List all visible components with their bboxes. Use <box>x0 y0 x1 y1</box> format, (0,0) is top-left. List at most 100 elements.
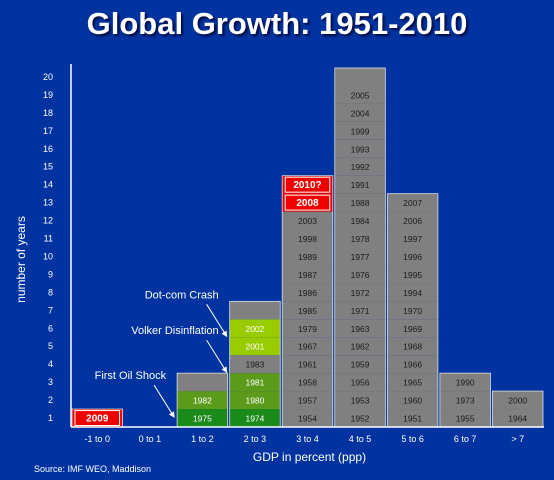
year-label: 1978 <box>351 234 370 244</box>
annotation-label: Volker Disinflation <box>131 325 218 337</box>
bar-segment <box>334 265 386 284</box>
x-tick-label: 6 to 7 <box>454 434 477 444</box>
year-label: 1990 <box>456 378 475 388</box>
bar-segment <box>387 229 438 248</box>
bar-segment <box>282 319 333 338</box>
bar-segment <box>492 409 543 427</box>
bar-segment <box>229 409 281 427</box>
x-tick-label: 0 to 1 <box>139 434 162 444</box>
y-tick-label: 19 <box>43 90 53 100</box>
year-label: 2006 <box>403 216 422 226</box>
x-tick-label: 5 to 6 <box>401 434 424 444</box>
bar-segment <box>334 391 386 410</box>
x-tick-label: 1 to 2 <box>191 434 214 444</box>
year-label: 2001 <box>245 342 264 352</box>
bar-segment <box>282 229 333 248</box>
annotation-label: Dot-com Crash <box>145 289 219 301</box>
year-label: 1973 <box>456 396 475 406</box>
year-label: 1977 <box>351 252 370 262</box>
bar-segment <box>282 265 333 284</box>
bar-segment <box>229 373 281 392</box>
bar-segment <box>229 301 281 320</box>
bar-segment <box>387 355 438 374</box>
x-tick-label: > 7 <box>511 434 524 444</box>
year-label: 1953 <box>351 396 370 406</box>
year-label: 1988 <box>351 198 370 208</box>
year-label: 1993 <box>351 144 370 154</box>
y-tick-label: 9 <box>48 269 53 279</box>
bar-segment <box>334 211 386 230</box>
y-tick-label: 10 <box>43 251 53 261</box>
year-label: 1972 <box>351 288 370 298</box>
bar-segment <box>282 211 333 230</box>
y-tick-label: 17 <box>43 126 53 136</box>
year-label: 1960 <box>403 396 422 406</box>
year-label: 2004 <box>351 108 370 118</box>
year-label: 1962 <box>351 342 370 352</box>
bar-segment <box>334 301 386 320</box>
bar-segment <box>229 337 281 356</box>
bar-segment <box>282 373 333 392</box>
bar-segment <box>334 103 386 122</box>
year-label: 1968 <box>403 342 422 352</box>
year-label: 1956 <box>351 378 370 388</box>
bar-segment <box>387 319 438 338</box>
bar-segment <box>334 229 386 248</box>
year-label: 2000 <box>508 396 527 406</box>
y-tick-label: 8 <box>48 287 53 297</box>
bar-segment <box>387 373 438 392</box>
bar-segment <box>334 157 386 176</box>
bar-segment <box>334 373 386 392</box>
year-label: 1967 <box>298 342 317 352</box>
bar-segment <box>282 193 333 212</box>
bar-segment <box>334 283 386 302</box>
year-label: 1976 <box>351 270 370 280</box>
year-label: 1989 <box>298 252 317 262</box>
year-label: 1999 <box>351 126 370 136</box>
bar-segment <box>334 193 386 212</box>
bar-segment <box>334 85 386 104</box>
bar-segment <box>387 409 438 427</box>
y-tick-label: 18 <box>43 108 53 118</box>
annotation-arrow <box>206 339 228 374</box>
year-label: 1952 <box>351 414 370 424</box>
year-label: 1971 <box>351 306 370 316</box>
y-tick-label: 20 <box>43 72 53 82</box>
year-label: 1986 <box>298 288 317 298</box>
bar-segment <box>439 373 491 392</box>
year-label: 1998 <box>298 234 317 244</box>
bar-segment <box>334 247 386 266</box>
y-tick-label: 1 <box>48 413 53 423</box>
bar-segment <box>439 409 491 427</box>
bar-segment <box>387 301 438 320</box>
y-axis-title: number of years <box>14 216 28 303</box>
bar-segment <box>387 283 438 302</box>
y-tick-label: 3 <box>48 377 53 387</box>
bar-segment <box>387 247 438 266</box>
bar-segment <box>282 355 333 374</box>
bar-segment <box>387 265 438 284</box>
y-tick-label: 5 <box>48 341 53 351</box>
x-tick-label: 2 to 3 <box>244 434 267 444</box>
bar-segment <box>282 391 333 410</box>
bar-segment <box>334 139 386 158</box>
annotation-label: First Oil Shock <box>95 370 167 382</box>
bar-segment <box>334 337 386 356</box>
y-tick-label: 14 <box>43 180 53 190</box>
chart-title: Global Growth: 1951-2010 <box>86 6 468 41</box>
bar-segment <box>282 175 333 194</box>
bar-segment <box>229 355 281 374</box>
year-label: 1980 <box>245 396 264 406</box>
year-label: 1955 <box>456 414 475 424</box>
x-tick-label: 4 to 5 <box>349 434 372 444</box>
year-label: 2005 <box>351 90 370 100</box>
year-label: 1954 <box>298 414 317 424</box>
bar-segment <box>177 391 228 410</box>
y-tick-label: 2 <box>48 395 53 405</box>
year-label: 1963 <box>351 324 370 334</box>
highlight-box <box>74 410 121 426</box>
bar-segment <box>492 391 543 410</box>
bar-segment <box>229 319 281 338</box>
year-label: 1982 <box>193 396 212 406</box>
year-label: 1979 <box>298 324 317 334</box>
